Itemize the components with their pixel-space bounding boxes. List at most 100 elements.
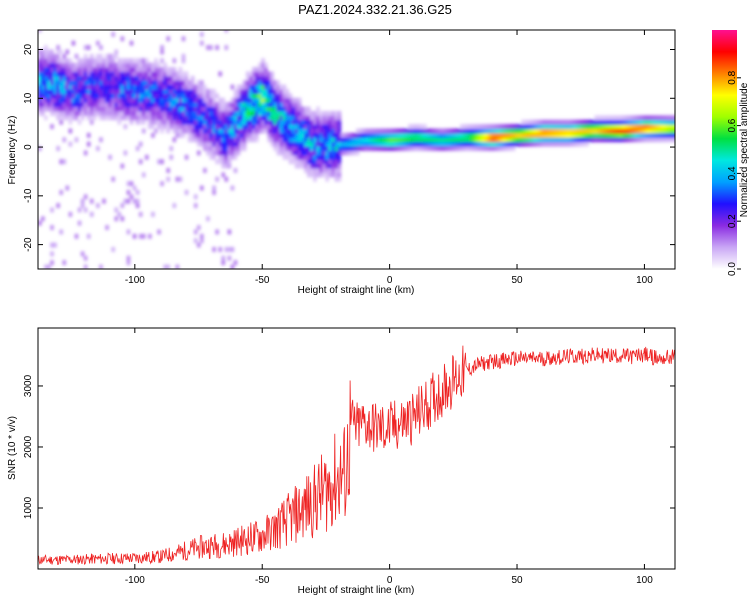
spectrogram-cell — [340, 132, 345, 138]
spectrogram-cell — [83, 67, 88, 72]
spectrogram-cell — [181, 53, 186, 59]
spectrogram-cell — [239, 119, 244, 125]
spectrogram-cell — [576, 141, 580, 147]
snr-series-line — [38, 345, 675, 566]
spectrogram-cell — [126, 110, 131, 116]
spectrogram-cell — [200, 110, 204, 116]
spectrogram-cell — [38, 49, 42, 55]
spectrogram-cell — [59, 106, 63, 112]
spectrogram-cell — [151, 132, 155, 138]
spectrogram-cell — [65, 106, 70, 112]
spectrogram-cell — [123, 89, 128, 94]
spectrogram-cell — [411, 137, 415, 143]
spectrogram-cell — [68, 84, 73, 90]
spectrogram-cell — [322, 119, 326, 125]
spectrogram-cell — [56, 62, 60, 68]
spectrogram-cell — [242, 141, 247, 147]
spectrogram-cell — [612, 115, 617, 121]
spectrogram-cell — [643, 115, 647, 121]
spectrogram-cell — [93, 71, 97, 77]
spectrogram-cell — [551, 128, 556, 134]
spectrogram-cell — [65, 102, 70, 108]
spectrogram-cell — [62, 62, 67, 68]
spectrogram-cell — [346, 137, 351, 143]
spectrogram-cell — [224, 247, 229, 252]
spectrogram-cell — [99, 75, 103, 81]
spectrogram-cell — [135, 67, 140, 72]
spectrogram-cell — [307, 137, 311, 143]
spectrogram-cell — [478, 124, 482, 130]
spectrogram-cell — [493, 137, 498, 143]
spectrogram-cell — [294, 154, 299, 160]
spectrogram-cell — [248, 71, 253, 77]
spectrogram-cell — [371, 141, 375, 147]
spectrogram-cell — [447, 137, 452, 143]
spectrogram-cell — [673, 115, 675, 121]
spectrogram-cell — [297, 154, 302, 160]
spectrogram-cell — [282, 124, 287, 130]
spectrogram-cell — [230, 264, 235, 269]
spectrogram-cell — [539, 128, 544, 134]
spectrogram-cell — [600, 128, 605, 134]
spectrogram-cell — [50, 102, 54, 108]
spectrogram-cell — [273, 102, 278, 108]
spectrogram-cell — [285, 146, 290, 151]
spectrogram-cell — [74, 233, 79, 239]
spectrogram-cell — [38, 93, 42, 99]
spectrogram-cell — [255, 93, 259, 99]
snr-frame — [37, 327, 676, 570]
spectrogram-cell — [105, 93, 109, 99]
spectrogram-cell — [600, 132, 605, 138]
spectrogram-cell — [570, 128, 574, 134]
spectrogram-cell — [450, 137, 455, 143]
spectrogram-cell — [203, 128, 207, 134]
spectrogram-cell — [294, 128, 299, 134]
spectrogram-cell — [47, 58, 51, 64]
spectrogram-cell — [670, 124, 675, 130]
spectrogram-cell — [56, 146, 60, 151]
spectrogram-cell — [270, 137, 274, 143]
spectrogram-cell — [634, 137, 638, 143]
spectrogram-cell — [196, 106, 201, 112]
spectrogram-cell — [585, 124, 589, 130]
spectrogram-cell — [233, 141, 238, 147]
spectrogram-cell — [487, 124, 492, 130]
spectrogram-cell — [206, 137, 210, 143]
spectrogram-cell — [135, 84, 140, 90]
spectrogram-cell — [196, 115, 201, 121]
spectrogram-cell — [105, 84, 109, 90]
spectrogram-cell — [141, 67, 146, 72]
spectrogram-cell — [126, 102, 131, 108]
spectrogram-cell — [172, 89, 177, 94]
spectrogram-cell — [576, 132, 580, 138]
spectrogram-cell — [313, 150, 317, 156]
spectrogram-cell — [319, 168, 323, 173]
spectrogram-cell — [59, 97, 63, 103]
spectrogram-cell — [594, 128, 599, 134]
spectrogram-cell — [371, 137, 375, 143]
spectrogram-cell — [264, 97, 268, 103]
spectrogram-cell — [221, 260, 226, 266]
spectrogram-cell — [615, 132, 620, 138]
spectrogram-cell — [138, 110, 143, 116]
spectrogram-cell — [99, 106, 103, 112]
spectrogram-cell — [325, 176, 329, 182]
spectrogram-cell — [227, 229, 232, 235]
spectrogram-cell — [212, 89, 216, 94]
spectrogram-cell — [374, 141, 378, 147]
spectrogram-cell — [313, 154, 317, 160]
spectrogram-cell — [99, 67, 103, 72]
spectrogram-cell — [175, 110, 180, 116]
spectrogram-cell — [609, 128, 614, 134]
spectrogram-cell — [172, 119, 177, 125]
spectrogram-cell — [77, 80, 82, 86]
spectrogram-cell — [62, 80, 67, 86]
spectrogram-cell — [129, 119, 134, 125]
spectrogram-cell — [490, 146, 495, 151]
spectrogram-cell — [47, 97, 51, 103]
spectrogram-cell — [160, 106, 164, 112]
spectrogram-cell — [59, 93, 63, 99]
spectrogram-cell — [294, 102, 299, 108]
spectrogram-cell — [273, 115, 278, 121]
spectrogram-cell — [108, 154, 112, 160]
